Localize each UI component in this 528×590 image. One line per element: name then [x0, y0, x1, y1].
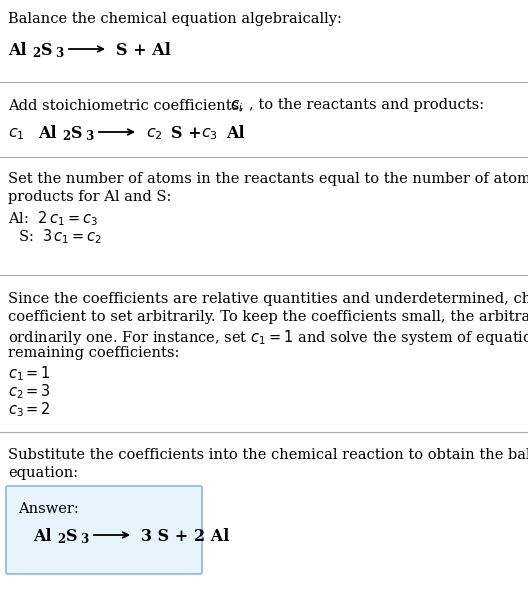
FancyBboxPatch shape [6, 486, 202, 574]
Text: Al: Al [33, 528, 52, 545]
Text: $c_2 = 3$: $c_2 = 3$ [8, 382, 51, 401]
Text: S + Al: S + Al [116, 42, 171, 59]
Text: $c_1 = 1$: $c_1 = 1$ [8, 364, 51, 383]
Text: equation:: equation: [8, 466, 78, 480]
Text: Balance the chemical equation algebraically:: Balance the chemical equation algebraica… [8, 12, 342, 26]
Text: products for Al and S:: products for Al and S: [8, 190, 172, 204]
Text: $c_2$: $c_2$ [146, 125, 163, 142]
Text: Add stoichiometric coefficients,: Add stoichiometric coefficients, [8, 98, 249, 112]
Text: S: S [66, 528, 78, 545]
Text: Since the coefficients are relative quantities and underdetermined, choose a: Since the coefficients are relative quan… [8, 292, 528, 306]
Text: Al: Al [226, 125, 244, 142]
Text: , to the reactants and products:: , to the reactants and products: [249, 98, 484, 112]
Text: Set the number of atoms in the reactants equal to the number of atoms in the: Set the number of atoms in the reactants… [8, 172, 528, 186]
Text: 2: 2 [57, 533, 65, 546]
Text: S +: S + [171, 125, 208, 142]
Text: Al: Al [38, 125, 56, 142]
Text: $c_3 = 2$: $c_3 = 2$ [8, 400, 51, 419]
Text: 2: 2 [62, 130, 70, 143]
Text: 3: 3 [80, 533, 88, 546]
Text: S: S [41, 42, 52, 59]
Text: S: S [71, 125, 82, 142]
Text: 3: 3 [55, 47, 63, 60]
Text: S:  $3\,c_1 = c_2$: S: $3\,c_1 = c_2$ [18, 227, 102, 245]
Text: $c_1$: $c_1$ [8, 125, 25, 142]
Text: Answer:: Answer: [18, 502, 79, 516]
Text: coefficient to set arbitrarily. To keep the coefficients small, the arbitrary va: coefficient to set arbitrarily. To keep … [8, 310, 528, 324]
Text: ordinarily one. For instance, set $c_1 = 1$ and solve the system of equations fo: ordinarily one. For instance, set $c_1 =… [8, 328, 528, 347]
Text: Al:  $2\,c_1 = c_3$: Al: $2\,c_1 = c_3$ [8, 209, 98, 228]
Text: $c_i$: $c_i$ [230, 98, 243, 114]
Text: 3: 3 [85, 130, 93, 143]
Text: remaining coefficients:: remaining coefficients: [8, 346, 180, 360]
Text: Al: Al [8, 42, 26, 59]
Text: 3 S + 2 Al: 3 S + 2 Al [141, 528, 229, 545]
Text: 2: 2 [32, 47, 40, 60]
Text: Substitute the coefficients into the chemical reaction to obtain the balanced: Substitute the coefficients into the che… [8, 448, 528, 462]
Text: $c_3$: $c_3$ [201, 125, 218, 142]
